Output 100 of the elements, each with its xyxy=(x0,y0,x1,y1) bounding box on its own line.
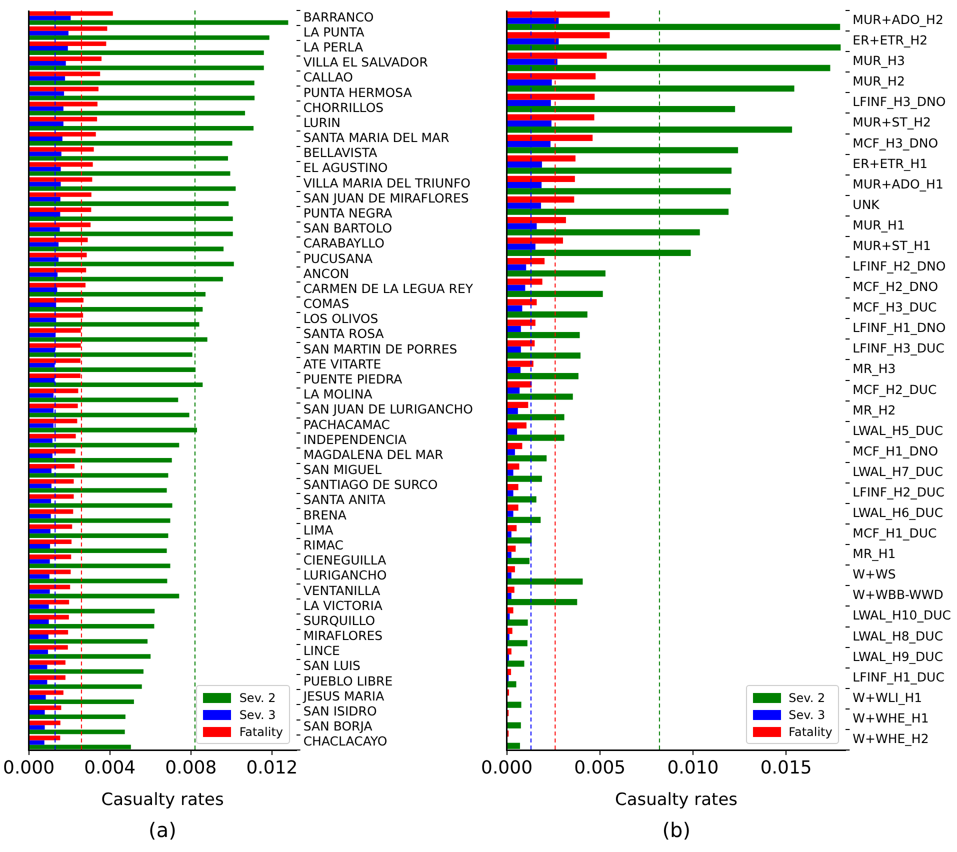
bar xyxy=(507,599,578,606)
bar xyxy=(507,496,536,502)
bar xyxy=(507,620,528,626)
bar xyxy=(29,352,192,357)
y-tick-label: ANCON xyxy=(303,266,350,281)
bar xyxy=(507,408,518,414)
y-tick-label: MUR+ST_H1 xyxy=(852,238,931,253)
y-tick-label: LWAL_H10_DUC xyxy=(852,608,952,623)
bar xyxy=(29,584,70,590)
y-tick-label: MUR_H1 xyxy=(852,217,905,232)
y-tick-label: CARMEN DE LA LEGUA REY xyxy=(303,280,474,296)
bar xyxy=(507,387,520,394)
bar xyxy=(507,264,526,270)
bar xyxy=(29,619,49,624)
bar xyxy=(29,524,72,529)
y-tick-label: SAN MIGUEL xyxy=(303,462,382,478)
y-tick-label: LINCE xyxy=(303,643,340,658)
bar xyxy=(507,660,524,667)
y-tick-label: COMAS xyxy=(303,296,350,312)
bar xyxy=(29,448,76,454)
y-tick-label: LFINF_H3_DUC xyxy=(852,340,945,356)
y-tick-label: LURIGANCHO xyxy=(303,568,387,583)
bar xyxy=(29,473,168,478)
bar xyxy=(29,559,50,564)
bar xyxy=(29,660,66,665)
y-tick-label: CARABAYLLO xyxy=(303,236,385,251)
y-tick-label: LFINF_H2_DNO xyxy=(852,258,946,274)
bar xyxy=(29,710,45,715)
y-tick-label: W+WLI_H1 xyxy=(852,690,922,705)
y-tick-label: W+WBB-WWD xyxy=(852,587,944,602)
bar xyxy=(507,722,521,728)
bar xyxy=(507,373,578,380)
bar xyxy=(29,412,190,418)
y-tick-label: LWAL_H9_DUC xyxy=(852,648,944,664)
y-tick-label: PUENTE PIEDRA xyxy=(303,372,403,386)
bar xyxy=(29,650,48,654)
bar xyxy=(29,464,75,469)
bar xyxy=(29,498,52,504)
y-tick-label: PUNTA HERMOSA xyxy=(303,84,412,100)
bar xyxy=(29,624,154,629)
y-tick-label: LFINF_H1_DUC xyxy=(852,669,945,684)
bar xyxy=(507,326,521,332)
bar xyxy=(29,528,50,534)
bar xyxy=(507,586,514,593)
text: (a) xyxy=(148,818,176,842)
y-tick-label: CALLAO xyxy=(303,70,354,85)
y-tick-label: SAN BARTOLO xyxy=(303,220,392,236)
bar xyxy=(29,418,78,424)
bar xyxy=(507,434,564,441)
bar xyxy=(507,648,512,654)
bar xyxy=(29,479,74,484)
y-tick-label: LFINF_H3_DNO xyxy=(852,94,946,110)
y-tick-label: MR_H2 xyxy=(852,402,896,418)
bar xyxy=(507,490,514,496)
y-tick-label: RIMAC xyxy=(303,538,344,553)
y-tick-label: ER+ETR_H1 xyxy=(852,156,928,171)
bar xyxy=(507,449,515,456)
y-tick-label: CIENEGUILLA xyxy=(303,552,387,568)
bar xyxy=(507,484,518,490)
x-tick-label: 0.010 xyxy=(667,757,719,778)
y-tick-label: LA PUNTA xyxy=(303,24,365,40)
bar xyxy=(507,628,512,634)
bar xyxy=(29,442,180,448)
y-tick-label: MAGDALENA DEL MAR xyxy=(303,446,444,462)
y-tick-label: LA PERLA xyxy=(303,39,364,54)
bar xyxy=(507,332,580,338)
y-tick-label: BELLAVISTA xyxy=(303,145,378,160)
bar xyxy=(29,600,70,604)
bar xyxy=(507,360,534,367)
bar xyxy=(507,504,518,511)
y-tick-label: SANTA MARIA DEL MAR xyxy=(303,130,450,146)
bar xyxy=(29,509,74,514)
y-tick-label: MUR+ADO_H2 xyxy=(852,12,944,28)
bar xyxy=(507,352,581,359)
bar xyxy=(507,607,514,614)
y-tick-label: LFINF_H2_DUC xyxy=(852,484,945,500)
bar xyxy=(29,518,170,523)
bar xyxy=(29,684,142,689)
bar xyxy=(507,552,512,558)
y-tick-label: LWAL_H6_DUC xyxy=(852,505,944,520)
bar xyxy=(29,669,144,674)
y-tick-label: MCF_H1_DNO xyxy=(852,443,938,458)
y-tick-label: INDEPENDENCIA xyxy=(303,432,407,447)
y-tick-label: SANTIAGO DE SURCO xyxy=(303,477,438,492)
y-tick-label: MR_H1 xyxy=(852,546,896,562)
y-tick-label: W+WHE_H2 xyxy=(852,730,929,746)
legend-label: Fatality xyxy=(788,724,832,738)
y-tick-label: VENTANILLA xyxy=(303,582,381,598)
bar xyxy=(507,470,514,476)
x-tick-label: 0.015 xyxy=(760,757,812,778)
y-tick-label: PUEBLO LIBRE xyxy=(303,673,393,688)
y-tick-label: JESUS MARIA xyxy=(302,688,385,704)
bar xyxy=(29,614,69,620)
y-tick-label: VILLA MARIA DEL TRIUNFO xyxy=(303,175,471,190)
x-axis-title: Casualty rates xyxy=(101,790,224,810)
bar xyxy=(507,516,541,524)
y-tick-label: MUR+ADO_H1 xyxy=(852,176,944,192)
bar xyxy=(29,514,51,518)
bar xyxy=(507,305,522,312)
bar xyxy=(29,664,48,670)
